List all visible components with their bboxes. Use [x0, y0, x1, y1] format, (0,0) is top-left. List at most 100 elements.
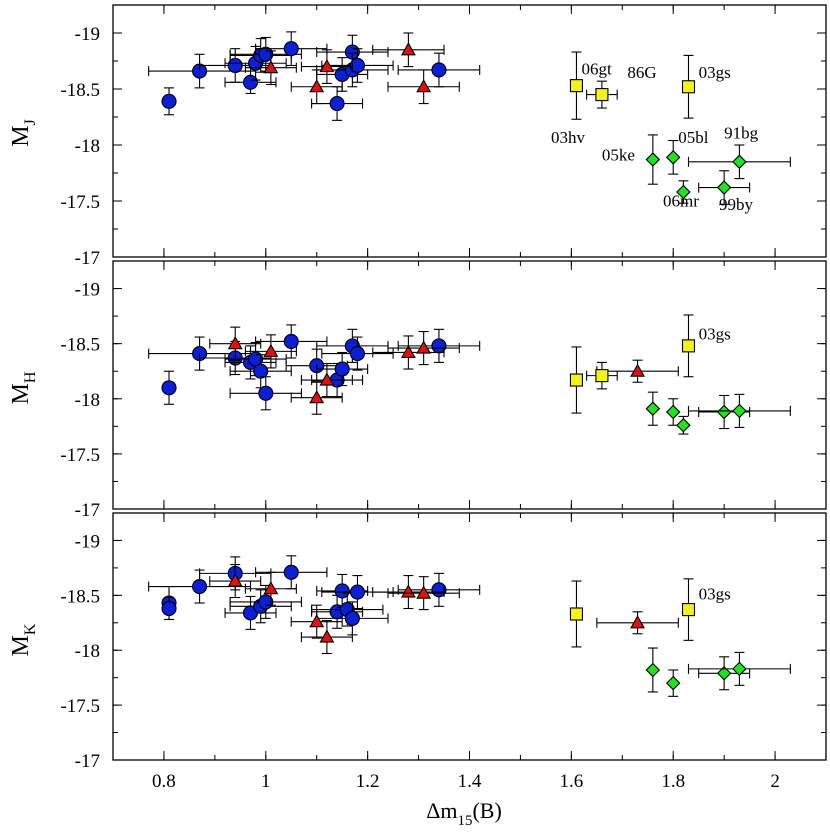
data-point-circle — [349, 57, 366, 74]
data-point-diamond — [732, 661, 747, 677]
data-point-circle — [349, 584, 366, 600]
x-axis-label: Δm15(B) — [426, 798, 502, 829]
data-point-circle — [161, 600, 177, 617]
data-point-diamond — [676, 184, 691, 200]
data-point-triangle — [400, 42, 416, 56]
y-tick-label: -17 — [75, 248, 100, 269]
panel-mj: MJ -19 -18.5 -18 -17.5 -17 06gt 86G 03gs 03hv 05b… — [8, 4, 827, 269]
data-point-triangle — [416, 340, 432, 354]
y-tick-label: -17 — [75, 751, 100, 772]
data-point-circle — [283, 333, 299, 350]
data-point-diamond — [665, 404, 681, 420]
annotation-label: 03gs — [699, 324, 731, 343]
data-point-diamond — [645, 152, 661, 167]
data-point-diamond — [716, 404, 732, 420]
data-point-triangle — [227, 573, 243, 587]
y-axis-label-mj: MJ — [8, 119, 39, 147]
data-point-triangle — [630, 363, 646, 377]
annotation-label: 03gs — [699, 63, 731, 82]
x-tick-label: 1 — [261, 771, 271, 792]
plot-frame — [112, 4, 827, 258]
plot-frame — [112, 260, 827, 510]
data-point-triangle — [263, 60, 279, 74]
y-tick-label: -18 — [75, 390, 100, 411]
panel-mk: MK 0.8 1 1.2 1.4 1.6 1.8 2 -19 -18.5 -18 -17.5 -17 0… — [8, 512, 827, 792]
data-point-circle — [329, 96, 345, 112]
data-point-triangle — [319, 372, 335, 386]
data-point-diamond — [716, 665, 732, 681]
plot-frame — [112, 512, 827, 761]
y-axis-label-mk: MK — [8, 623, 39, 656]
y-tick-label: -17.5 — [60, 445, 100, 466]
data-point-triangle — [263, 343, 279, 357]
data-point-triangle — [630, 615, 646, 629]
data-point-square — [569, 373, 584, 387]
y-tick-label: -18.5 — [60, 335, 100, 356]
y-tick-label: -18.5 — [60, 586, 100, 607]
data-point-circle — [242, 74, 259, 90]
annotation-label: 03hv — [551, 128, 586, 147]
data-point-diamond — [732, 403, 747, 419]
data-point-square — [681, 339, 696, 353]
y-tick-label: -19 — [75, 280, 100, 301]
data-point-triangle — [227, 336, 243, 350]
data-point-circle — [227, 57, 243, 74]
data-point-square — [595, 369, 609, 383]
data-point-circle — [349, 346, 366, 362]
panel-mh: MH -19 -18.5 -18 -17.5 -17 03gs — [8, 260, 827, 521]
y-tick-label: -18 — [75, 641, 100, 662]
data-point-square — [569, 607, 584, 621]
data-point-circle — [334, 361, 350, 377]
data-point-triangle — [416, 585, 432, 599]
annotation-label: 06mr — [663, 192, 699, 211]
data-point-circle — [161, 380, 177, 396]
y-tick-label: -17 — [75, 500, 100, 521]
data-point-triangle — [309, 79, 325, 93]
data-point-circle — [283, 564, 299, 580]
data-point-square — [569, 79, 584, 93]
data-point-square — [681, 603, 696, 617]
x-tick-label: 2 — [770, 771, 780, 792]
data-point-triangle — [400, 584, 416, 598]
y-tick-label: -19 — [75, 24, 100, 45]
data-point-diamond — [732, 154, 747, 170]
data-point-circle — [344, 610, 360, 626]
y-tick-label: -18 — [75, 136, 100, 157]
y-tick-label: -17.5 — [60, 696, 100, 717]
data-point-circle — [192, 579, 208, 595]
data-point-diamond — [665, 675, 681, 691]
data-point-diamond — [665, 150, 681, 165]
x-tick-label: 1.8 — [661, 771, 685, 792]
annotation-label: 05bl — [678, 128, 709, 147]
x-tick-label: 0.8 — [152, 771, 176, 792]
data-point-triangle — [309, 614, 325, 628]
annotation-label: 99by — [719, 195, 754, 214]
data-point-diamond — [716, 180, 732, 195]
y-tick-label: -17.5 — [60, 192, 100, 213]
y-tick-label: -18.5 — [60, 80, 100, 101]
data-point-triangle — [416, 79, 432, 93]
data-point-circle — [431, 62, 447, 78]
data-point-triangle — [309, 390, 325, 404]
data-point-triangle — [319, 629, 335, 643]
data-point-square — [595, 88, 609, 102]
data-point-circle — [253, 363, 269, 379]
data-point-circle — [283, 41, 299, 57]
annotation-label: 05ke — [602, 146, 635, 165]
x-tick-label: 1.2 — [356, 771, 380, 792]
y-tick-label: -19 — [75, 531, 100, 552]
x-tick-label: 1.6 — [559, 771, 583, 792]
data-point-diamond — [645, 401, 661, 416]
data-point-triangle — [263, 581, 279, 595]
annotation-label: 03gs — [699, 585, 731, 604]
annotation-label: 86G — [627, 63, 656, 82]
data-point-diamond — [645, 662, 661, 678]
x-tick-label: 1.4 — [458, 771, 482, 792]
y-axis-label-mh: MH — [8, 371, 39, 404]
data-point-triangle — [400, 344, 416, 359]
data-point-circle — [258, 385, 274, 401]
data-point-square — [681, 80, 696, 94]
annotation-label: 06gt — [582, 59, 613, 78]
data-point-circle — [161, 93, 177, 109]
